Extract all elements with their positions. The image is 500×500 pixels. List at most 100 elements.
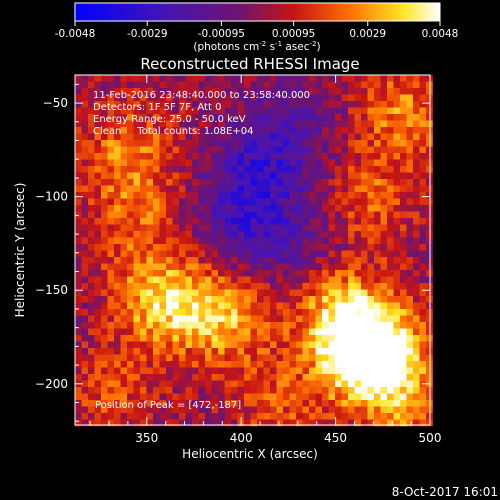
heatmap-pixel: [159, 413, 167, 420]
heatmap-pixel: [328, 94, 336, 102]
heatmap-pixel: [101, 231, 108, 238]
heatmap-pixel: [374, 153, 381, 160]
heatmap-pixel: [387, 159, 394, 167]
heatmap-pixel: [244, 354, 251, 362]
heatmap-pixel: [322, 153, 329, 160]
heatmap-pixel: [283, 263, 290, 271]
heatmap-pixel: [257, 192, 264, 199]
heatmap-pixel: [231, 315, 238, 323]
heatmap-pixel: [133, 198, 141, 206]
heatmap-pixel: [328, 88, 336, 95]
heatmap-pixel: [341, 81, 349, 89]
heatmap-pixel: [153, 367, 160, 375]
heatmap-pixel: [263, 192, 271, 199]
heatmap-pixel: [75, 198, 82, 206]
heatmap-pixel: [101, 146, 108, 154]
heatmap-pixel: [302, 120, 310, 128]
heatmap-pixel: [185, 380, 193, 388]
heatmap-pixel: [127, 88, 134, 95]
heatmap-pixel: [302, 88, 310, 95]
heatmap-pixel: [205, 322, 212, 329]
heatmap-pixel: [224, 166, 232, 173]
heatmap-pixel: [244, 244, 251, 251]
heatmap-pixel: [205, 127, 212, 134]
heatmap-pixel: [387, 374, 394, 381]
heatmap-pixel: [413, 146, 420, 154]
heatmap-pixel: [146, 309, 154, 316]
heatmap-pixel: [270, 159, 277, 167]
heatmap-pixel: [322, 361, 329, 368]
heatmap-pixel: [419, 218, 427, 225]
heatmap-pixel: [413, 413, 420, 420]
heatmap-pixel: [101, 419, 108, 427]
heatmap-pixel: [263, 133, 271, 141]
heatmap-pixel: [101, 348, 108, 355]
heatmap-pixel: [250, 120, 258, 128]
heatmap-pixel: [328, 393, 336, 401]
heatmap-pixel: [354, 140, 362, 147]
heatmap-pixel: [211, 361, 219, 368]
heatmap-pixel: [348, 283, 355, 290]
heatmap-pixel: [75, 361, 82, 368]
heatmap-pixel: [237, 348, 245, 355]
heatmap-pixel: [237, 289, 245, 297]
heatmap-pixel: [114, 302, 121, 310]
heatmap-pixel: [94, 244, 102, 251]
heatmap-pixel: [315, 348, 323, 355]
heatmap-pixel: [81, 354, 89, 362]
heatmap-pixel: [192, 374, 199, 381]
heatmap-pixel: [94, 192, 102, 199]
heatmap-pixel: [263, 296, 271, 303]
heatmap-pixel: [419, 328, 427, 336]
heatmap-pixel: [120, 361, 128, 368]
heatmap-pixel: [406, 133, 414, 141]
heatmap-pixel: [270, 166, 277, 173]
heatmap-pixel: [387, 283, 394, 290]
heatmap-pixel: [127, 224, 134, 232]
heatmap-pixel: [387, 296, 394, 303]
heatmap-pixel: [315, 179, 323, 186]
heatmap-pixel: [419, 348, 427, 355]
heatmap-pixel: [231, 296, 238, 303]
heatmap-pixel: [374, 361, 381, 368]
heatmap-pixel: [315, 361, 323, 368]
heatmap-pixel: [185, 257, 193, 264]
heatmap-pixel: [380, 231, 388, 238]
heatmap-pixel: [302, 289, 310, 297]
heatmap-pixel: [354, 257, 362, 264]
heatmap-pixel: [335, 231, 342, 238]
heatmap-pixel: [107, 322, 115, 329]
heatmap-pixel: [179, 387, 186, 394]
heatmap-pixel: [81, 146, 89, 154]
heatmap-pixel: [88, 237, 95, 245]
heatmap-pixel: [120, 205, 128, 212]
heatmap-pixel: [101, 185, 108, 193]
heatmap-pixel: [387, 348, 394, 355]
heatmap-pixel: [237, 263, 245, 271]
heatmap-pixel: [120, 133, 128, 141]
heatmap-pixel: [224, 309, 232, 316]
heatmap-pixel: [179, 211, 186, 219]
heatmap-pixel: [328, 309, 336, 316]
heatmap-pixel: [166, 81, 173, 89]
heatmap-pixel: [81, 94, 89, 102]
heatmap-pixel: [250, 224, 258, 232]
heatmap-pixel: [107, 257, 115, 264]
heatmap-pixel: [289, 400, 297, 407]
heatmap-pixel: [426, 276, 433, 284]
heatmap-pixel: [231, 309, 238, 316]
heatmap-pixel: [75, 302, 82, 310]
heatmap-pixel: [94, 237, 102, 245]
heatmap-pixel: [146, 263, 154, 271]
heatmap-pixel: [419, 302, 427, 310]
heatmap-pixel: [413, 257, 420, 264]
heatmap-pixel: [296, 380, 303, 388]
heatmap-pixel: [263, 361, 271, 368]
heatmap-pixel: [101, 322, 108, 329]
heatmap-pixel: [374, 387, 381, 394]
heatmap-pixel: [315, 185, 323, 193]
heatmap-pixel: [140, 231, 147, 238]
heatmap-pixel: [309, 94, 316, 102]
heatmap-pixel: [146, 244, 154, 251]
heatmap-pixel: [283, 107, 290, 115]
